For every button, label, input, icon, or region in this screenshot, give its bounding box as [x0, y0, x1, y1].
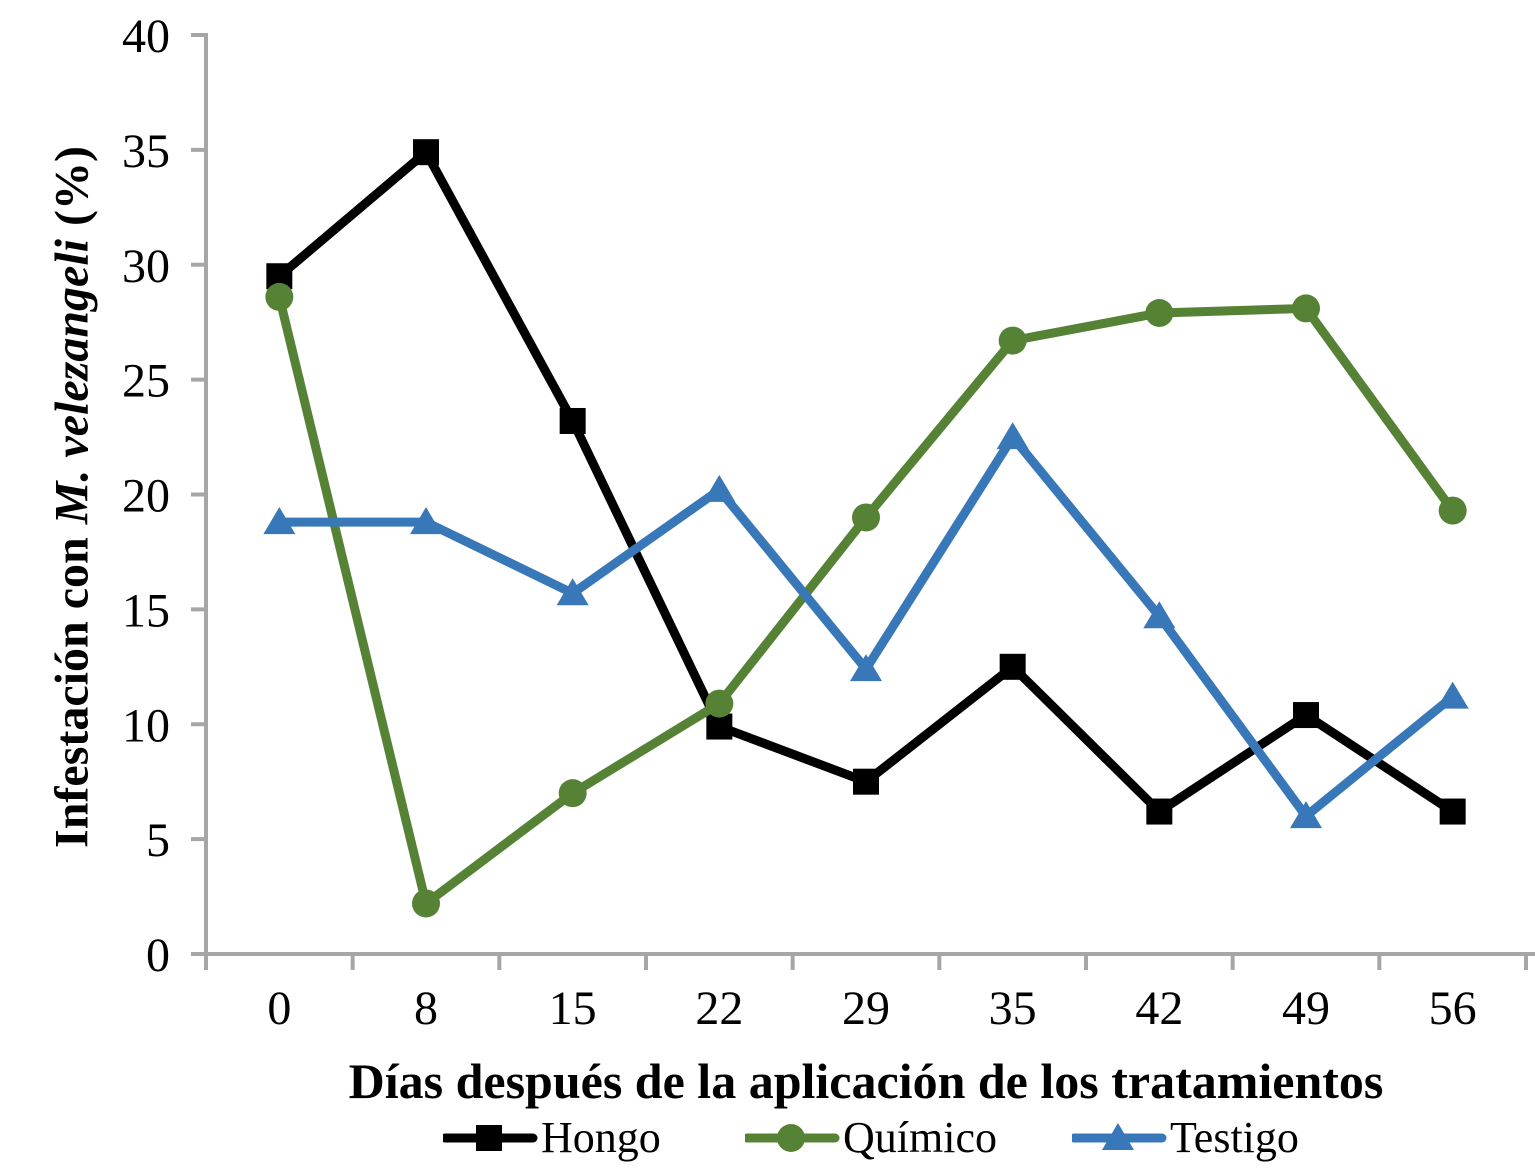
square-marker-icon	[999, 653, 1026, 680]
y-tick-label: 25	[122, 355, 170, 408]
y-tick-label: 10	[122, 699, 170, 752]
hongo-legend-marker-icon	[443, 1125, 538, 1151]
triangle-marker-icon	[556, 578, 589, 606]
x-tick-label: 56	[1429, 982, 1477, 1035]
y-axis-title-prefix: Infestación con	[45, 537, 99, 848]
y-tick-label: 30	[122, 240, 170, 293]
circle-marker-icon	[852, 503, 880, 532]
circle-marker-icon	[1145, 298, 1174, 327]
y-axis-title-species: M. velezangeli	[45, 239, 99, 525]
circle-marker-icon	[777, 1124, 805, 1152]
legend-entry-quimico: Químico	[745, 1114, 997, 1162]
x-tick-label: 0	[267, 982, 291, 1035]
x-tick-label: 49	[1282, 982, 1330, 1035]
square-marker-icon	[1439, 798, 1466, 825]
square-marker-icon	[1146, 798, 1173, 825]
y-axis-title: Infestación con M. velezangeli (%)	[45, 146, 100, 848]
square-marker-icon	[1293, 702, 1319, 729]
x-tick-label: 15	[549, 982, 597, 1035]
x-tick-label: 29	[842, 982, 890, 1035]
circle-marker-icon	[1292, 294, 1320, 323]
series-line-hongo	[274, 145, 1458, 818]
x-tick-label: 22	[695, 982, 743, 1035]
y-tick-label: 40	[122, 10, 170, 63]
quimico-legend-marker-icon	[745, 1124, 840, 1152]
square-marker-icon	[853, 768, 879, 795]
y-tick-label: 15	[122, 584, 170, 637]
triangle-marker-icon	[703, 474, 736, 502]
square-marker-icon	[413, 139, 439, 166]
square-marker-icon	[706, 713, 733, 740]
y-tick-label: 0	[146, 929, 170, 982]
triangle-marker-icon	[410, 507, 442, 535]
triangle-marker-icon	[996, 422, 1029, 450]
series-line-testigo	[274, 429, 1458, 823]
legend-label-quimico: Químico	[843, 1113, 997, 1162]
legend-label-hongo: Hongo	[541, 1113, 661, 1162]
x-tick-label: 35	[989, 982, 1037, 1035]
legend-label-testigo: Testigo	[1170, 1113, 1299, 1162]
triangle-marker-icon	[850, 654, 882, 682]
y-tick-label: 5	[146, 814, 170, 867]
y-tick-label: 20	[122, 470, 170, 523]
testigo-legend-marker-icon	[1072, 1123, 1167, 1150]
x-tick-label: 42	[1135, 982, 1183, 1035]
circle-marker-icon	[705, 689, 734, 718]
triangle-marker-icon	[1143, 601, 1176, 629]
triangle-marker-icon	[263, 507, 296, 535]
circle-marker-icon	[998, 326, 1027, 355]
circle-marker-icon	[412, 889, 440, 918]
circle-marker-icon	[558, 779, 587, 808]
circle-marker-icon	[265, 282, 294, 311]
triangle-marker-icon	[1436, 681, 1469, 709]
legend-entry-hongo: Hongo	[443, 1114, 661, 1162]
triangle-marker-icon	[1102, 1123, 1134, 1150]
triangle-marker-icon	[1290, 801, 1322, 829]
square-marker-icon	[476, 1125, 502, 1151]
x-axis-title: Días después de la aplicación de los tra…	[348, 1053, 1384, 1109]
y-axis-title-suffix: (%)	[45, 146, 99, 227]
series-line-químico	[274, 292, 1458, 912]
x-tick-label: 8	[414, 982, 438, 1035]
square-marker-icon	[559, 407, 586, 434]
y-tick-label: 35	[122, 125, 170, 178]
legend-entry-testigo: Testigo	[1072, 1114, 1299, 1162]
circle-marker-icon	[1438, 496, 1467, 525]
